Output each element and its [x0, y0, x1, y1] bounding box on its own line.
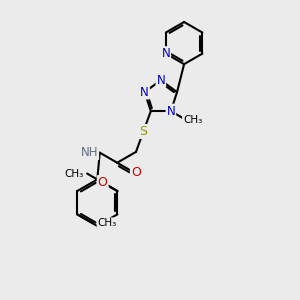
Text: CH₃: CH₃: [183, 116, 202, 125]
Text: N: N: [157, 74, 165, 87]
Text: NH: NH: [81, 146, 98, 159]
Text: S: S: [140, 125, 147, 138]
Text: CH₃: CH₃: [98, 218, 117, 228]
Text: O: O: [98, 176, 108, 189]
Text: O: O: [131, 166, 141, 178]
Text: N: N: [140, 85, 149, 98]
Text: CH₃: CH₃: [64, 169, 83, 178]
Text: N: N: [167, 105, 175, 118]
Text: N: N: [161, 47, 170, 60]
